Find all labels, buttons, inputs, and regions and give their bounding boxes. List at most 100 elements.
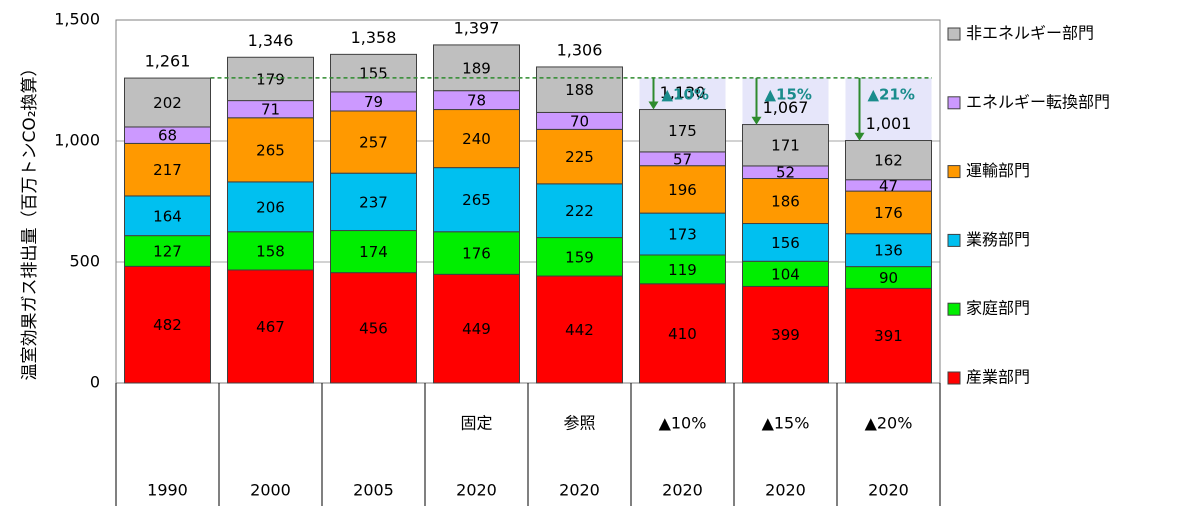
bar-segment [536,183,623,239]
data-label: 136 [874,242,903,260]
data-label: 57 [673,150,692,168]
data-label: 104 [771,265,800,283]
legend-swatch [947,302,961,316]
reduction-label: ▲15% [765,85,812,103]
reduction-label: ▲21% [868,85,915,103]
bar-segment [845,190,932,235]
scenario-label: 参照 [563,414,595,433]
x-tick-label: 2020 [662,481,703,500]
data-label: 188 [565,81,594,99]
legend-label: 家庭部門 [966,299,1030,318]
data-label: 156 [771,234,800,252]
scenario-label: ▲10% [659,414,707,433]
bar-segment [227,181,314,233]
data-label: 171 [771,137,800,155]
data-label: 127 [153,242,182,260]
data-label: 189 [462,59,491,77]
data-label: 442 [565,321,594,339]
legend-label: 運輸部門 [966,161,1030,180]
bar-segment [124,77,211,128]
scenario-label: ▲20% [865,414,913,433]
bar-segment [639,283,726,384]
bar-segment [639,109,726,153]
data-label: 391 [874,327,903,345]
data-label: 52 [776,164,795,182]
bar-segment [227,231,314,271]
bar-segment [227,56,314,102]
bar-segment [639,212,726,256]
scenario-label: ▲15% [762,414,810,433]
bar-segment [330,110,417,174]
data-label: 176 [462,245,491,263]
total-label: 1,130 [660,83,706,102]
bar-segment [845,287,932,384]
bar-segment [742,260,829,287]
data-label: 176 [874,204,903,222]
bar-segment [845,140,932,181]
data-label: 257 [359,134,388,152]
bar-segment [742,285,829,384]
data-label: 482 [153,316,182,334]
bar-segment [330,230,417,274]
data-label: 222 [565,202,594,220]
data-label: 265 [462,191,491,209]
data-label: 399 [771,326,800,344]
bar-segment [124,235,211,267]
data-label: 225 [565,148,594,166]
data-label: 164 [153,207,182,225]
data-label: 70 [570,112,589,130]
bar-segment [433,167,520,233]
total-label: 1,397 [454,18,500,37]
legend-swatch [947,233,961,247]
bar-segment [330,53,417,93]
data-label: 206 [256,198,285,216]
bar-segment [124,265,211,384]
bar-segment [227,117,314,183]
legend-label: 産業部門 [966,368,1030,387]
bar-segment [536,275,623,384]
total-label: 1,067 [763,98,809,117]
data-label: 410 [668,325,697,343]
data-label: 175 [668,122,697,140]
x-tick-label: 2000 [250,481,291,500]
data-label: 217 [153,161,182,179]
legend-swatch [947,371,961,385]
bar-segment [330,272,417,384]
data-label: 240 [462,130,491,148]
data-label: 68 [158,127,177,145]
total-label: 1,346 [248,31,294,50]
data-label: 90 [879,269,898,287]
data-label: 265 [256,141,285,159]
data-label: 456 [359,319,388,337]
data-label: 78 [467,92,486,110]
legend-swatch [947,165,961,179]
data-label: 71 [261,101,280,119]
data-label: 159 [565,248,594,266]
bar-segment [124,195,211,237]
data-label: 196 [668,181,697,199]
arrow-head [648,101,659,110]
data-label: 158 [256,242,285,260]
total-label: 1,306 [557,40,603,59]
arrow-head [751,116,762,125]
data-label: 237 [359,193,388,211]
bar-segment [742,223,829,262]
y-tick-label: 1,500 [54,10,100,29]
bar-segment [433,273,520,384]
x-tick-label: 2020 [456,481,497,500]
x-tick-label: 2005 [353,481,394,500]
legend-label: 業務部門 [966,230,1030,249]
bar-segment [227,269,314,384]
bar-segment [433,231,520,275]
data-label: 173 [668,226,697,244]
legend-swatch [947,96,961,110]
legend-label: 非エネルギー部門 [966,24,1094,43]
data-label: 79 [364,93,383,111]
y-tick-label: 1,000 [54,131,100,150]
data-label: 162 [874,152,903,170]
reduction-label: ▲10% [662,85,709,103]
bar-segment [536,128,623,185]
bar-segment [845,233,932,268]
y-tick-label: 0 [90,373,100,392]
